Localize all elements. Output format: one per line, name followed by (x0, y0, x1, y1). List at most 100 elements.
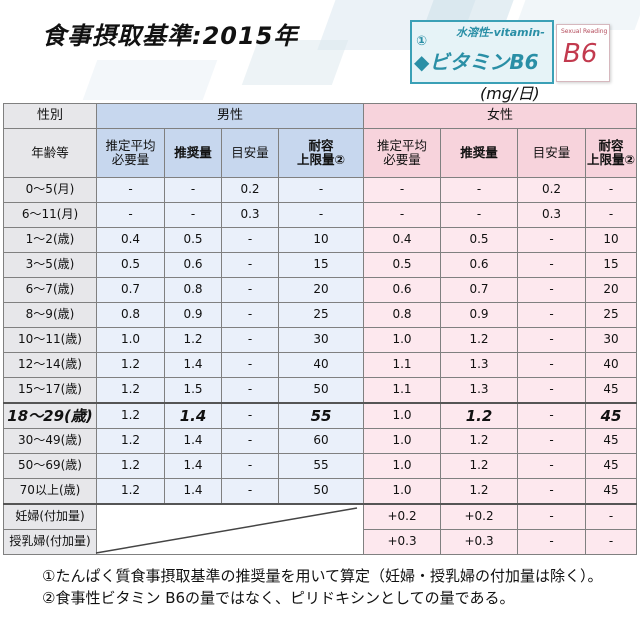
table-row: 妊婦(付加量) +0.2 +0.2 - - (3, 503, 638, 555)
male-value-cell: 1.4 (164, 352, 222, 378)
female-value-cell: 1.3 (440, 352, 519, 378)
female-value-cell: 40 (585, 352, 638, 378)
female-value-cell: - (517, 252, 587, 278)
female-col-header: 目安量 (517, 128, 587, 178)
female-value-cell: 1.2 (440, 428, 519, 454)
footnote-2: ②食事性ビタミン B6の量ではなく、ピリドキシンとしての量である。 (42, 589, 515, 607)
male-value-cell: 55 (277, 402, 365, 429)
page-title: 食事摂取基準:2015年 (42, 22, 299, 50)
female-value-cell: 0.6 (440, 252, 519, 278)
intake-table: 性別 男性 女性 年齢等 推定平均 必要量 推奨量 目安量 耐容 上限量② 推定平均 必… (3, 103, 638, 555)
male-value-cell: - (221, 402, 279, 429)
male-value-cell: 1.2 (96, 402, 165, 429)
male-value-cell: 0.6 (164, 252, 222, 278)
male-value-cell: 1.4 (164, 478, 222, 505)
male-value-cell: 25 (277, 302, 365, 328)
female-value-cell: 1.2 (440, 478, 519, 505)
female-value-cell: - (585, 503, 638, 530)
female-value-cell: - (517, 428, 587, 454)
table-row: 8～9(歳) 0.8 0.9-25 0.8 0.9-25 (3, 302, 638, 328)
female-value-cell: - (517, 327, 587, 353)
age-cell: 6～7(歳) (3, 277, 97, 303)
female-value-cell: 0.9 (440, 302, 519, 328)
male-value-cell: - (221, 327, 279, 353)
female-value-cell: 0.5 (440, 227, 519, 253)
female-value-cell: - (440, 202, 519, 228)
male-value-cell: 1.2 (96, 428, 165, 454)
female-value-cell: - (585, 202, 638, 228)
male-value-cell: 0.4 (96, 227, 165, 253)
female-value-cell: 15 (585, 252, 638, 278)
male-value-cell: 1.2 (96, 453, 165, 479)
male-value-cell: 60 (277, 428, 365, 454)
male-value-cell: - (221, 478, 279, 505)
female-value-cell: +0.2 (363, 503, 442, 530)
female-value-cell: 0.6 (363, 277, 442, 303)
female-value-cell: 1.0 (363, 402, 442, 429)
male-col-header: 推定平均 必要量 (96, 128, 165, 178)
male-value-cell: 0.7 (96, 277, 165, 303)
table-row: 10～11(歳) 1.0 1.2-30 1.0 1.2-30 (3, 327, 638, 353)
age-cell: 30～49(歳) (3, 428, 97, 454)
age-cell: 15～17(歳) (3, 377, 97, 404)
female-value-cell: - (517, 302, 587, 328)
female-value-cell: 0.8 (363, 302, 442, 328)
female-value-cell: 1.0 (363, 453, 442, 479)
male-value-cell: 1.2 (96, 352, 165, 378)
table-row: 30～49(歳) 1.2 1.4-60 1.0 1.2-45 (3, 428, 638, 454)
female-value-cell: - (517, 453, 587, 479)
female-value-cell: - (585, 529, 638, 555)
male-value-cell: 0.3 (221, 202, 279, 228)
b6-card-label: B6 (563, 39, 598, 69)
male-value-cell: 20 (277, 277, 365, 303)
male-value-cell: 0.2 (221, 177, 279, 203)
female-value-cell: 45 (585, 428, 638, 454)
footnote-1: ①たんぱく質食事摂取基準の推奨量を用いて算定（妊婦・授乳婦の付加量は除く）。 (42, 567, 603, 585)
male-value-cell: 0.5 (164, 227, 222, 253)
male-value-cell: 1.2 (96, 478, 165, 505)
sex-header: 性別 (3, 103, 97, 129)
male-value-cell: 50 (277, 377, 365, 404)
female-value-cell: +0.2 (440, 503, 519, 530)
table-row: 6～7(歳) 0.7 0.8-20 0.6 0.7-20 (3, 277, 638, 303)
female-value-cell: 1.1 (363, 352, 442, 378)
male-value-cell: - (277, 177, 365, 203)
male-value-cell: 1.2 (164, 327, 222, 353)
female-value-cell: 1.0 (363, 478, 442, 505)
male-value-cell: 50 (277, 478, 365, 505)
male-value-cell: 10 (277, 227, 365, 253)
female-value-cell: - (363, 202, 442, 228)
male-value-cell: 55 (277, 453, 365, 479)
female-value-cell: +0.3 (440, 529, 519, 555)
b6-card-caption: Sexual Reading (561, 28, 608, 35)
age-cell: 12～14(歳) (3, 352, 97, 378)
male-value-cell: - (221, 352, 279, 378)
female-value-cell: - (517, 352, 587, 378)
male-value-cell: - (164, 202, 222, 228)
female-value-cell: - (517, 227, 587, 253)
age-cell: 授乳婦(付加量) (3, 529, 97, 555)
vitamin-logo: 水溶性-vitamin- ① ◆ビタミンB6 (410, 20, 554, 84)
table-row: 0～5(月) - -0.2- - -0.2- (3, 177, 638, 203)
female-value-cell: 1.2 (440, 402, 519, 429)
male-value-cell: - (221, 302, 279, 328)
male-value-cell: 0.8 (164, 277, 222, 303)
age-cell: 3～5(歳) (3, 252, 97, 278)
age-cell: 10～11(歳) (3, 327, 97, 353)
age-cell: 妊婦(付加量) (3, 503, 97, 530)
male-col-header: 推奨量 (164, 128, 222, 178)
male-value-cell: - (221, 428, 279, 454)
female-value-cell: - (517, 402, 587, 429)
female-value-cell: 0.4 (363, 227, 442, 253)
background-shape (82, 60, 218, 100)
age-cell: 6～11(月) (3, 202, 97, 228)
female-value-cell: 45 (585, 377, 638, 404)
male-col-header: 耐容 上限量② (277, 128, 365, 178)
female-col-header: 推奨量 (440, 128, 519, 178)
male-value-cell: - (277, 202, 365, 228)
unit-label: (mg/日) (480, 84, 540, 103)
female-value-cell: 45 (585, 453, 638, 479)
female-value-cell: 0.7 (440, 277, 519, 303)
age-cell: 1～2(歳) (3, 227, 97, 253)
male-value-cell: 0.9 (164, 302, 222, 328)
